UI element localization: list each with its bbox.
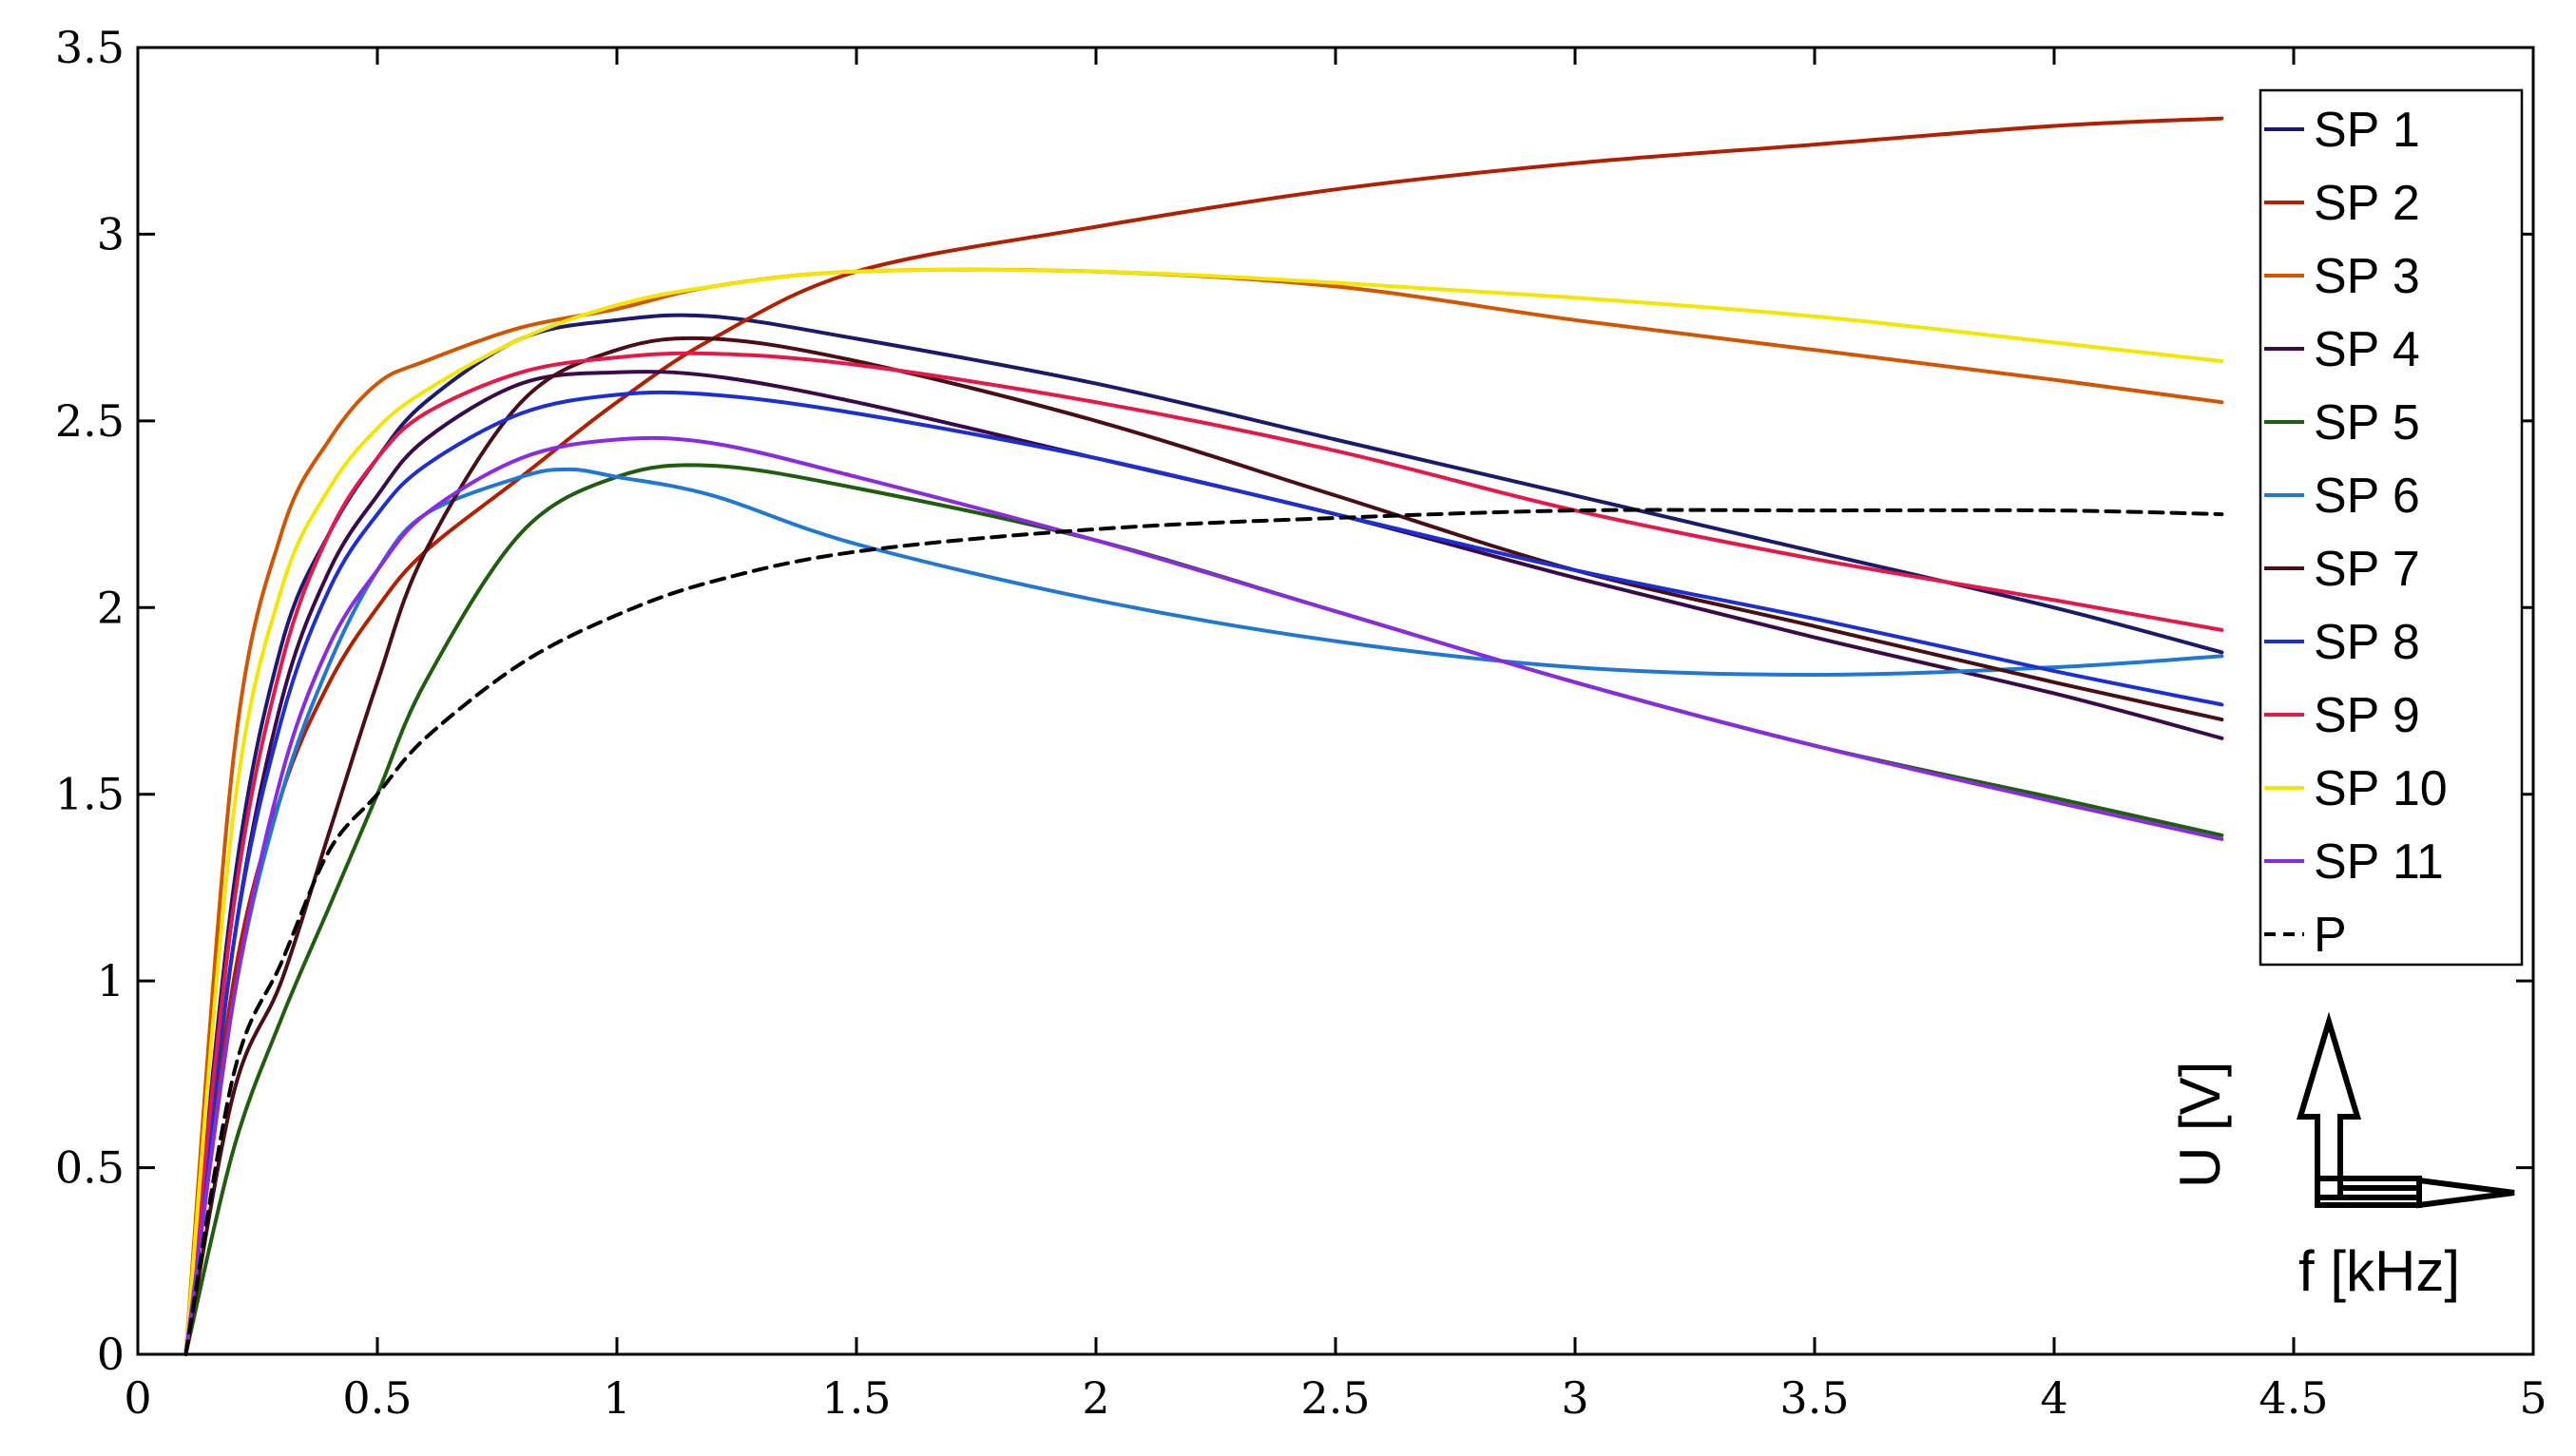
x-tick-label: 3.5 (1779, 1372, 1849, 1424)
legend-items: SP 1 SP 2 SP 3 SP 4 SP 5 SP 6 SP 7 SP 8 SP 9 SP 1… (2264, 103, 2448, 963)
axis-key-x-label: f [kHz] (2298, 1239, 2460, 1303)
y-tick-label: 1.5 (55, 769, 125, 820)
series-line-sp-11 (183, 435, 2224, 1356)
legend-label: SP 1 (2314, 103, 2420, 158)
legend-label: P (2314, 908, 2347, 963)
series-line-sp-8 (183, 390, 2224, 1356)
axis-key-y-label: U [V] (2168, 1062, 2232, 1188)
legend-label: SP 9 (2314, 688, 2420, 743)
legend-label: SP 4 (2314, 322, 2420, 377)
x-tick-label: 4.5 (2259, 1372, 2328, 1424)
legend: SP 1 SP 2 SP 3 SP 4 SP 5 SP 6 SP 7 SP 8 SP 9 SP 1… (2259, 88, 2524, 967)
legend-label: SP 5 (2314, 395, 2420, 450)
series-line-sp-1 (183, 313, 2224, 1356)
series-line-sp-9 (183, 351, 2224, 1356)
y-tick-label: 1 (97, 955, 125, 1006)
legend-label: SP 8 (2314, 615, 2420, 670)
y-tick-label: 2 (97, 582, 125, 633)
legend-label: SP 11 (2314, 834, 2444, 890)
series-line-p (183, 508, 2224, 1356)
legend-label: SP 3 (2314, 249, 2420, 304)
y-tick-label: 0 (97, 1329, 125, 1380)
x-tick-label: 2 (1082, 1372, 1109, 1424)
x-tick-label: 0.5 (342, 1372, 412, 1424)
plot-area: 0 0.5 1 1.5 2 2.5 3 3.5 4 4.5 5 0 0.5 1 1.5 2 2.5 3 3.5 (55, 22, 2547, 1424)
series-line-sp-10 (183, 268, 2224, 1356)
series-group (183, 116, 2224, 1356)
x-tick-label: 5 (2519, 1372, 2547, 1424)
up-arrow-icon (2296, 1011, 2362, 1200)
series-line-sp-6 (183, 467, 2224, 1356)
y-tick-label: 0.5 (55, 1142, 125, 1194)
x-tick-label: 0 (124, 1372, 151, 1424)
ticks-group: 0 0.5 1 1.5 2 2.5 3 3.5 4 4.5 5 0 0.5 1 1.5 2 2.5 3 3.5 (55, 22, 2547, 1424)
axis-key: U [V] f [kHz] (2168, 1011, 2515, 1303)
y-tick-label: 3 (97, 208, 125, 259)
x-tick-label: 1.5 (821, 1372, 891, 1424)
right-arrow-body (2315, 1176, 2422, 1208)
series-line-sp-4 (183, 370, 2224, 1356)
x-tick-label: 3 (1561, 1372, 1588, 1424)
legend-label: SP 2 (2314, 176, 2420, 231)
x-tick-label: 1 (603, 1372, 630, 1424)
y-tick-label: 3.5 (55, 22, 125, 73)
x-tick-label: 2.5 (1300, 1372, 1370, 1424)
x-tick-label: 4 (2040, 1372, 2067, 1424)
y-tick-label: 2.5 (55, 395, 125, 447)
legend-label: SP 6 (2314, 469, 2420, 524)
legend-frame (2259, 88, 2524, 967)
legend-label: SP 7 (2314, 542, 2420, 597)
legend-label: SP 10 (2314, 761, 2448, 816)
